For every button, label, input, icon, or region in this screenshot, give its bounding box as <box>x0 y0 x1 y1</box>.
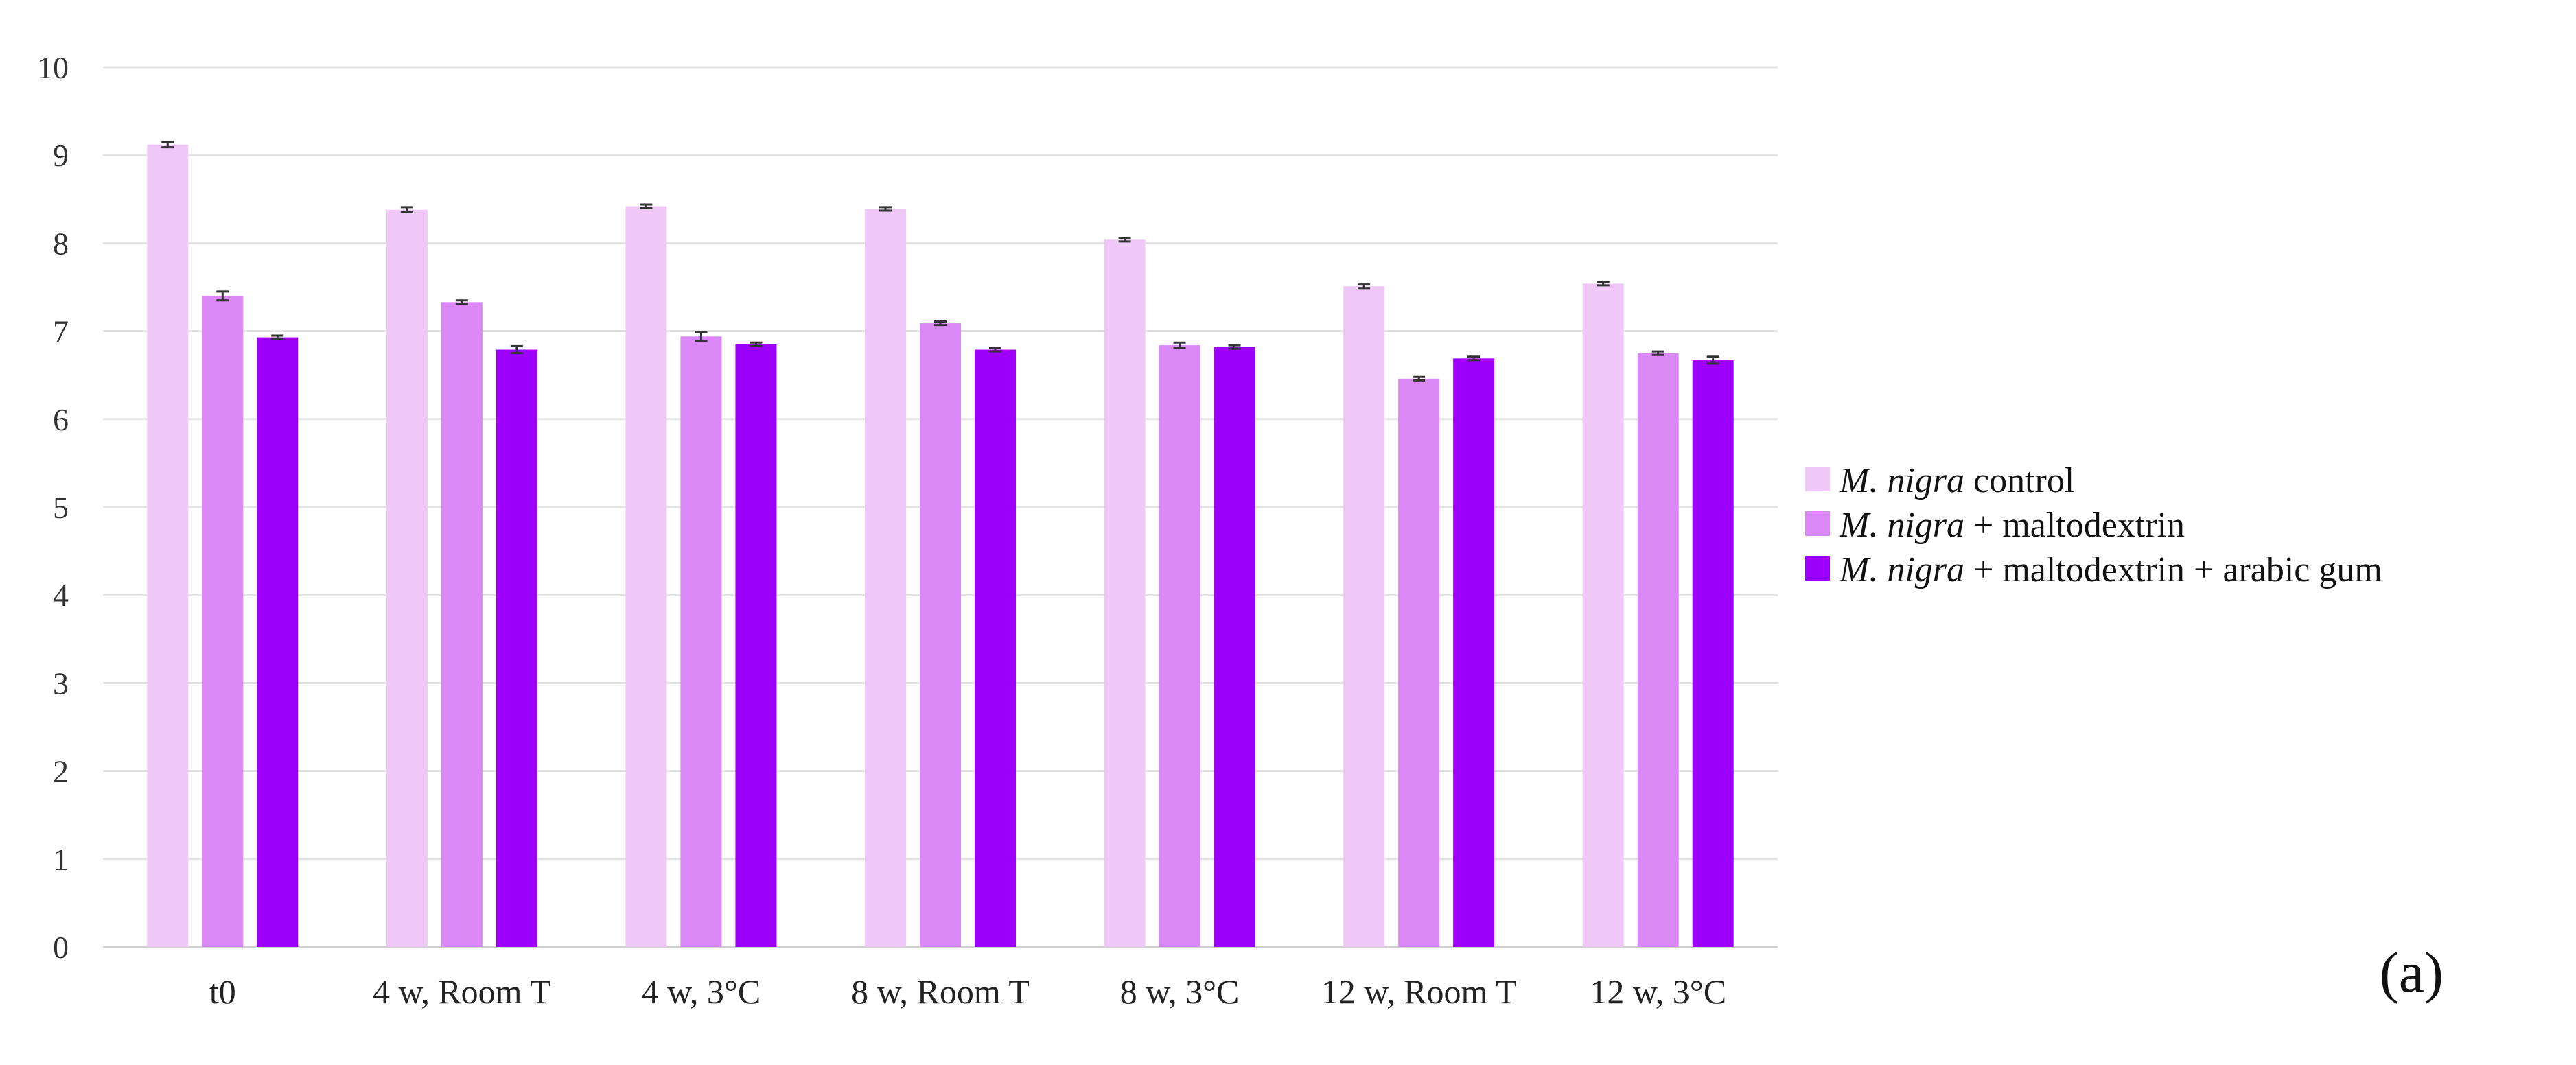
bar-series3-1 <box>496 349 537 948</box>
error-bar-series2-5 <box>1413 375 1426 382</box>
error-bar-series2-3 <box>934 320 947 327</box>
bar-series3-6 <box>1692 360 1734 947</box>
bar-series1-4 <box>1104 239 1146 948</box>
legend-item-3: M. nigra + maltodextrin + arabic gum <box>1805 550 2382 589</box>
legend-item-1: M. nigra control <box>1805 461 2074 500</box>
legend-swatch-1 <box>1805 467 1830 491</box>
bar-series3-2 <box>735 344 777 948</box>
legend-label-1: M. nigra control <box>1839 461 2074 500</box>
error-bar-series3-0 <box>271 334 284 340</box>
y-tick-label-4: 4 <box>53 578 69 613</box>
bar-series2-3 <box>920 323 961 947</box>
bar-series2-5 <box>1398 378 1440 947</box>
error-bar-series1-1 <box>400 206 413 214</box>
bar-series1-3 <box>865 209 906 948</box>
error-bar-series2-4 <box>1173 341 1186 349</box>
bar-series1-5 <box>1343 286 1385 947</box>
bars <box>147 144 1734 948</box>
legend-swatch-2 <box>1805 511 1830 536</box>
error-bar-series2-1 <box>455 299 468 305</box>
legend-swatch-3 <box>1805 556 1830 581</box>
bar-series1-2 <box>625 206 667 947</box>
y-tick-label-9: 9 <box>53 138 69 173</box>
x-category-label-4: 8 w, 3°C <box>1120 972 1240 1011</box>
bar-series3-4 <box>1214 347 1255 947</box>
error-bar-series1-2 <box>640 203 653 209</box>
error-bar-series1-6 <box>1597 281 1610 287</box>
error-bar-series1-4 <box>1118 237 1131 243</box>
bar-series2-6 <box>1637 353 1679 947</box>
bar-series1-6 <box>1582 283 1624 947</box>
error-bar-series3-2 <box>750 341 763 347</box>
bar-series2-1 <box>441 302 483 947</box>
x-category-label-2: 4 w, 3°C <box>642 972 761 1011</box>
error-bar-series3-5 <box>1467 355 1481 362</box>
error-bar-series2-6 <box>1651 350 1664 356</box>
bar-series3-5 <box>1453 358 1495 947</box>
y-tick-label-8: 8 <box>53 226 69 261</box>
bar-series1-0 <box>147 144 189 947</box>
error-bar-series3-6 <box>1706 355 1719 365</box>
error-bar-series2-2 <box>695 331 708 342</box>
error-bar-series3-1 <box>510 344 523 355</box>
error-bar-series2-0 <box>216 290 229 302</box>
y-axis-tick-labels: 0 1 2 3 4 5 6 7 8 9 10 <box>37 50 69 965</box>
y-tick-label-1: 1 <box>53 842 69 877</box>
bar-series2-2 <box>680 336 722 947</box>
y-tick-label-6: 6 <box>53 402 69 437</box>
bar-series1-1 <box>386 209 428 948</box>
x-category-label-6: 12 w, 3°C <box>1590 972 1726 1011</box>
y-tick-label-7: 7 <box>53 314 69 349</box>
error-bar-series1-5 <box>1358 283 1371 290</box>
error-bar-series3-3 <box>989 347 1001 353</box>
panel-label: (a) <box>2380 941 2444 1005</box>
bar-series2-4 <box>1159 345 1200 947</box>
legend-label-2: M. nigra + maltodextrin <box>1839 506 2185 545</box>
legend-item-2: M. nigra + maltodextrin <box>1805 506 2185 545</box>
x-axis-category-labels: t0 4 w, Room T 4 w, 3°C 8 w, Room T 8 w, 3°C… <box>209 972 1726 1011</box>
y-tick-label-3: 3 <box>53 666 69 701</box>
bar-series3-0 <box>257 337 299 948</box>
y-tick-label-5: 5 <box>53 490 69 525</box>
y-tick-label-10: 10 <box>37 50 69 85</box>
y-tick-label-2: 2 <box>53 754 69 789</box>
error-bar-series1-3 <box>879 206 892 212</box>
error-bars <box>161 141 1719 382</box>
x-category-label-0: t0 <box>209 972 236 1011</box>
error-bar-series3-4 <box>1228 344 1241 350</box>
x-category-label-5: 12 w, Room T <box>1321 972 1517 1011</box>
bar-series3-3 <box>975 349 1016 948</box>
error-bar-series1-0 <box>161 141 174 149</box>
legend-label-3: M. nigra + maltodextrin + arabic gum <box>1839 550 2382 589</box>
bar-series2-0 <box>202 296 244 947</box>
legend: M. nigra control M. nigra + maltodextrin M… <box>1805 461 2382 589</box>
x-category-label-1: 4 w, Room T <box>373 972 551 1011</box>
y-tick-label-0: 0 <box>53 930 69 965</box>
x-category-label-3: 8 w, Room T <box>851 972 1030 1011</box>
